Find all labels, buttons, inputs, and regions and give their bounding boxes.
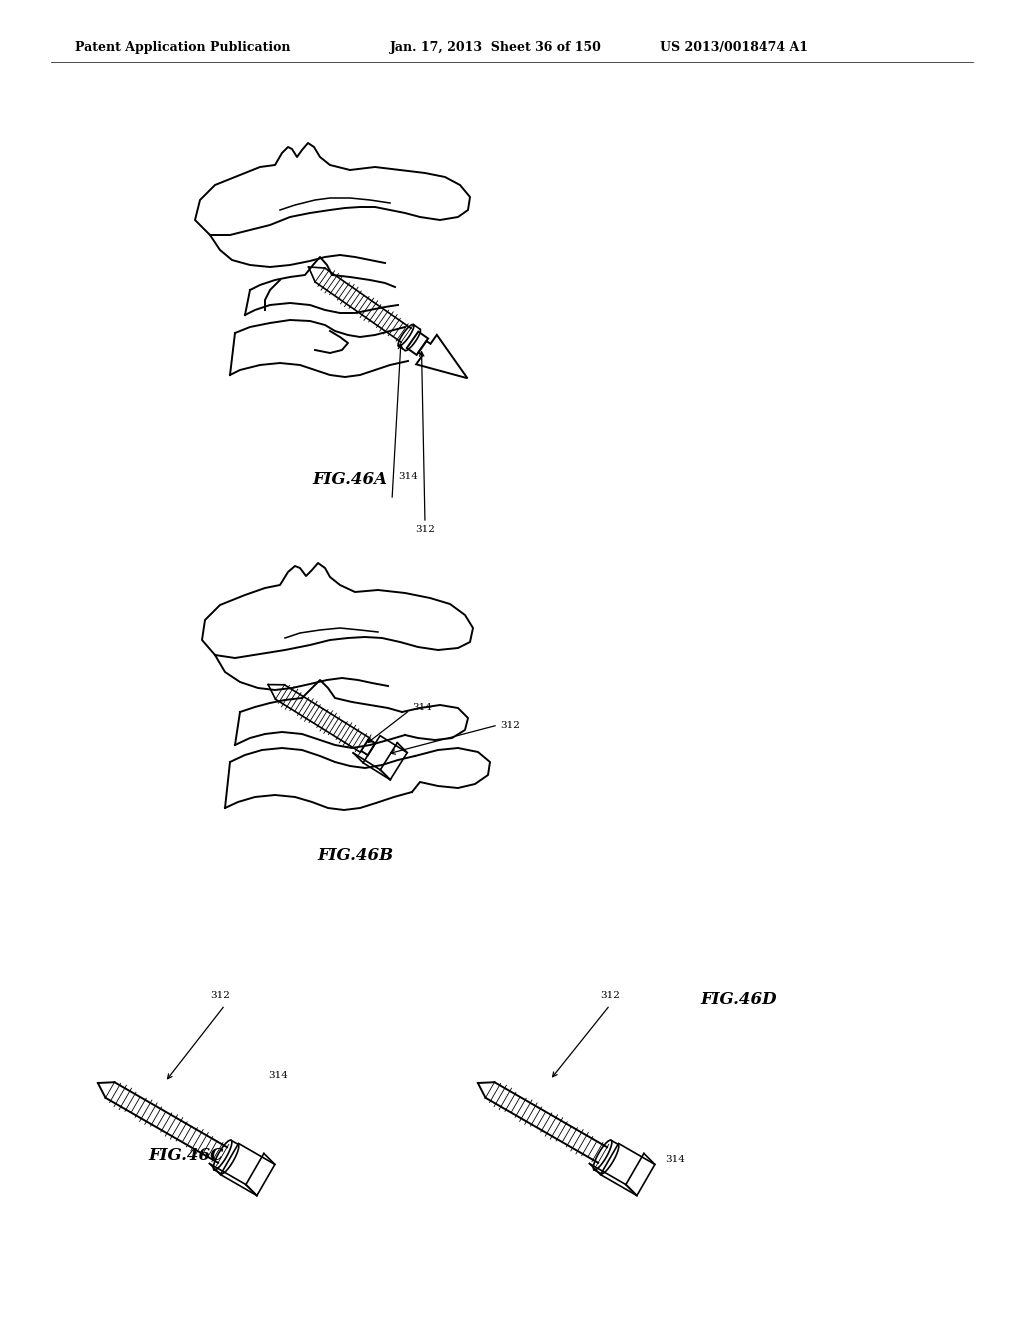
Text: FIG.46C: FIG.46C [148,1147,223,1163]
Text: Jan. 17, 2013  Sheet 36 of 150: Jan. 17, 2013 Sheet 36 of 150 [390,41,602,54]
Text: 312: 312 [415,525,435,535]
Text: 314: 314 [665,1155,685,1164]
Text: US 2013/0018474 A1: US 2013/0018474 A1 [660,41,808,54]
Text: Patent Application Publication: Patent Application Publication [75,41,291,54]
Text: FIG.46D: FIG.46D [700,991,776,1008]
Text: 314: 314 [398,473,418,480]
Text: 314: 314 [268,1071,288,1080]
Text: 312: 312 [500,721,520,730]
Text: FIG.46B: FIG.46B [317,846,393,863]
Text: 314: 314 [412,704,432,713]
Text: FIG.46A: FIG.46A [312,471,387,488]
Text: 312: 312 [600,990,620,999]
Text: 312: 312 [210,990,230,999]
